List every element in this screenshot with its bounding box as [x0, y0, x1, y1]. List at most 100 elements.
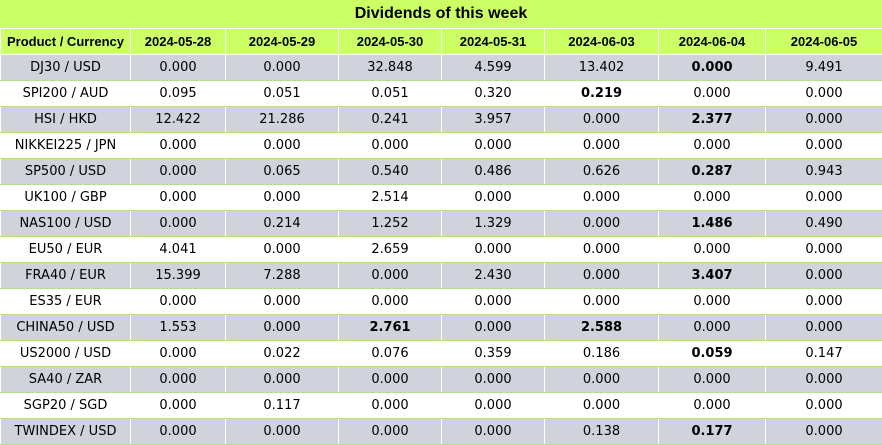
dividend-value-cell: 0.000 — [226, 237, 339, 263]
dividend-value-cell: 0.000 — [659, 315, 766, 341]
dividend-value-cell: 0.000 — [131, 367, 226, 393]
product-cell: FRA40 / EUR — [1, 263, 131, 289]
dividend-value-cell: 0.000 — [766, 81, 882, 107]
product-cell: DJ30 / USD — [1, 55, 131, 81]
dividend-value-cell: 0.000 — [226, 133, 339, 159]
dividend-value-cell: 2.514 — [339, 185, 442, 211]
product-cell: SA40 / ZAR — [1, 367, 131, 393]
dividend-value-cell: 0.138 — [545, 419, 659, 445]
dividend-value-cell: 0.000 — [545, 185, 659, 211]
dividend-value-cell: 0.000 — [766, 367, 882, 393]
dividend-value-cell: 0.540 — [339, 159, 442, 185]
dividend-value-cell: 4.041 — [131, 237, 226, 263]
dividend-value-cell: 0.000 — [226, 55, 339, 81]
dividend-value-cell: 0.000 — [339, 419, 442, 445]
dividend-value-cell: 0.219 — [545, 81, 659, 107]
dividend-value-cell: 0.000 — [339, 393, 442, 419]
dividend-value-cell: 0.000 — [442, 393, 545, 419]
dividend-value-cell: 0.117 — [226, 393, 339, 419]
dividend-value-cell: 7.288 — [226, 263, 339, 289]
dividend-value-cell: 0.000 — [659, 81, 766, 107]
dividend-value-cell: 2.588 — [545, 315, 659, 341]
dividend-value-cell: 0.076 — [339, 341, 442, 367]
dividend-value-cell: 0.000 — [659, 367, 766, 393]
dividend-value-cell: 0.000 — [442, 367, 545, 393]
product-cell: NIKKEI225 / JPN — [1, 133, 131, 159]
dividend-value-cell: 0.000 — [659, 393, 766, 419]
dividend-value-cell: 0.486 — [442, 159, 545, 185]
column-header-product: Product / Currency — [1, 29, 131, 55]
product-cell: SP500 / USD — [1, 159, 131, 185]
dividend-value-cell: 12.422 — [131, 107, 226, 133]
dividend-value-cell: 0.000 — [659, 185, 766, 211]
dividend-value-cell: 0.000 — [545, 133, 659, 159]
product-cell: EU50 / EUR — [1, 237, 131, 263]
dividend-value-cell: 0.059 — [659, 341, 766, 367]
dividend-value-cell: 0.000 — [766, 133, 882, 159]
dividend-value-cell: 0.000 — [766, 419, 882, 445]
dividend-value-cell: 0.000 — [131, 419, 226, 445]
dividend-value-cell: 0.943 — [766, 159, 882, 185]
dividend-value-cell: 0.000 — [226, 289, 339, 315]
dividend-value-cell: 0.000 — [339, 263, 442, 289]
dividend-value-cell: 2.659 — [339, 237, 442, 263]
dividend-value-cell: 0.000 — [226, 367, 339, 393]
dividend-value-cell: 0.241 — [339, 107, 442, 133]
dividend-value-cell: 3.957 — [442, 107, 545, 133]
dividend-value-cell: 0.177 — [659, 419, 766, 445]
dividend-value-cell: 1.486 — [659, 211, 766, 237]
dividend-value-cell: 0.000 — [766, 289, 882, 315]
product-cell: NAS100 / USD — [1, 211, 131, 237]
product-cell: SGP20 / SGD — [1, 393, 131, 419]
dividend-value-cell: 0.000 — [339, 133, 442, 159]
dividend-value-cell: 0.214 — [226, 211, 339, 237]
dividend-value-cell: 2.430 — [442, 263, 545, 289]
dividend-value-cell: 0.000 — [131, 211, 226, 237]
widget-title: Dividends of this week — [0, 0, 882, 28]
dividend-value-cell: 0.000 — [659, 237, 766, 263]
dividend-value-cell: 0.320 — [442, 81, 545, 107]
dividend-value-cell: 0.000 — [442, 237, 545, 263]
dividend-value-cell: 0.000 — [131, 185, 226, 211]
dividend-value-cell: 0.000 — [766, 107, 882, 133]
dividend-value-cell: 0.051 — [339, 81, 442, 107]
dividend-value-cell: 0.000 — [766, 315, 882, 341]
product-cell: US2000 / USD — [1, 341, 131, 367]
dividend-value-cell: 0.287 — [659, 159, 766, 185]
dividend-value-cell: 0.000 — [659, 133, 766, 159]
dividend-value-cell: 0.000 — [131, 393, 226, 419]
dividend-value-cell: 0.095 — [131, 81, 226, 107]
dividend-value-cell: 0.000 — [442, 419, 545, 445]
dividend-value-cell: 0.000 — [131, 341, 226, 367]
product-cell: SPI200 / AUD — [1, 81, 131, 107]
dividend-value-cell: 32.848 — [339, 55, 442, 81]
dividend-value-cell: 0.000 — [766, 393, 882, 419]
dividend-value-cell: 0.000 — [766, 237, 882, 263]
dividend-value-cell: 0.626 — [545, 159, 659, 185]
column-header-date: 2024-06-03 — [545, 29, 659, 55]
dividend-value-cell: 0.000 — [339, 289, 442, 315]
product-cell: ES35 / EUR — [1, 289, 131, 315]
dividend-value-cell: 1.252 — [339, 211, 442, 237]
column-header-date: 2024-05-30 — [339, 29, 442, 55]
dividend-value-cell: 0.000 — [131, 133, 226, 159]
dividend-value-cell: 0.051 — [226, 81, 339, 107]
dividend-value-cell: 2.761 — [339, 315, 442, 341]
dividend-value-cell: 0.000 — [442, 185, 545, 211]
dividend-value-cell: 0.000 — [442, 133, 545, 159]
dividend-value-cell: 0.000 — [442, 315, 545, 341]
column-header-date: 2024-06-05 — [766, 29, 882, 55]
